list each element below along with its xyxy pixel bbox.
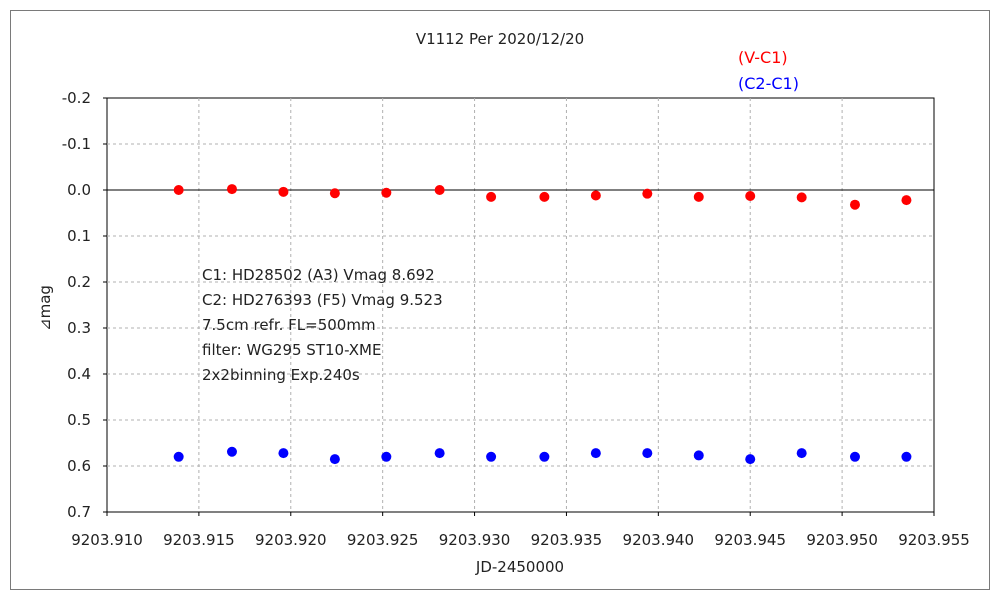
c2-c1-point — [901, 451, 912, 462]
v-c1-point — [901, 195, 912, 206]
x-tick-label: 9203.945 — [714, 531, 786, 549]
x-tick-label: 9203.920 — [255, 531, 327, 549]
v-c1-point — [381, 187, 392, 198]
c2-c1-point — [590, 448, 601, 459]
y-tick-label: 0.5 — [67, 411, 91, 429]
annotation-line-3: 7.5cm refr. FL=500mm — [202, 316, 376, 334]
x-tick-label: 9203.915 — [163, 531, 235, 549]
c2-c1-point — [745, 454, 756, 465]
y-tick-label: 0.2 — [67, 273, 91, 291]
grid-lines — [107, 98, 934, 512]
c2-c1-point — [693, 450, 704, 461]
x-axis-ticks: 9203.910 9203.915 9203.920 9203.925 9203.930… — [71, 512, 970, 549]
x-tick-label: 9203.925 — [347, 531, 419, 549]
x-tick-label: 9203.930 — [439, 531, 511, 549]
y-tick-label: 0.0 — [67, 181, 91, 199]
x-tick-label: 9203.935 — [531, 531, 603, 549]
c2-c1-point — [329, 454, 340, 465]
legend-c2-c1: (C2-C1) — [738, 74, 799, 93]
y-tick-label: 0.3 — [67, 319, 91, 337]
plot-area — [106, 97, 935, 513]
v-c1-point — [486, 191, 497, 202]
y-axis-ticks: -0.2 -0.1 0.0 0.1 0.2 0.3 0.4 0.5 0.6 0.7 — [62, 89, 107, 521]
v-c1-point — [329, 188, 340, 199]
v-c1-point — [173, 185, 184, 195]
x-axis-label: JD-2450000 — [475, 558, 564, 576]
c2-c1-point — [173, 451, 184, 462]
y-axis-label: ⊿mag — [36, 285, 54, 331]
v-c1-point — [590, 190, 601, 201]
x-tick-label: 9203.950 — [806, 531, 878, 549]
v-c1-point — [642, 188, 653, 199]
c2-c1-point — [381, 451, 392, 462]
y-tick-label: -0.1 — [62, 135, 91, 153]
v-c1-point — [434, 185, 445, 195]
annotation-line-1: C1: HD28502 (A3) Vmag 8.692 — [202, 266, 435, 284]
y-tick-label: 0.1 — [67, 227, 91, 245]
x-tick-label: 9203.940 — [623, 531, 695, 549]
v-c1-point — [278, 186, 289, 197]
v-c1-point — [539, 191, 550, 202]
annotation-line-2: C2: HD276393 (F5) Vmag 9.523 — [202, 291, 443, 309]
annotation-line-4: filter: WG295 ST10-XME — [202, 341, 381, 359]
v-c1-point — [849, 199, 860, 210]
c2-c1-point — [539, 451, 550, 462]
y-tick-label: 0.4 — [67, 365, 91, 383]
v-c1-point — [226, 184, 237, 195]
c2-c1-point — [434, 448, 445, 459]
c2-c1-point — [486, 451, 497, 462]
legend-v-c1: (V-C1) — [738, 48, 788, 67]
c2-c1-point — [226, 446, 237, 457]
y-tick-label: 0.6 — [67, 457, 91, 475]
v-c1-point — [745, 190, 756, 201]
v-c1-point — [693, 191, 704, 202]
x-tick-label: 9203.955 — [898, 531, 970, 549]
c2-c1-point — [278, 448, 289, 459]
annotation-line-5: 2x2binning Exp.240s — [202, 366, 360, 384]
x-tick-label: 9203.910 — [71, 531, 143, 549]
data-points — [173, 184, 912, 465]
v-c1-point — [796, 192, 807, 203]
c2-c1-point — [849, 451, 860, 462]
y-tick-label: 0.7 — [67, 503, 91, 521]
c2-c1-point — [642, 448, 653, 459]
c2-c1-point — [796, 448, 807, 459]
y-tick-label: -0.2 — [62, 89, 91, 107]
chart-title: V1112 Per 2020/12/20 — [416, 30, 584, 48]
